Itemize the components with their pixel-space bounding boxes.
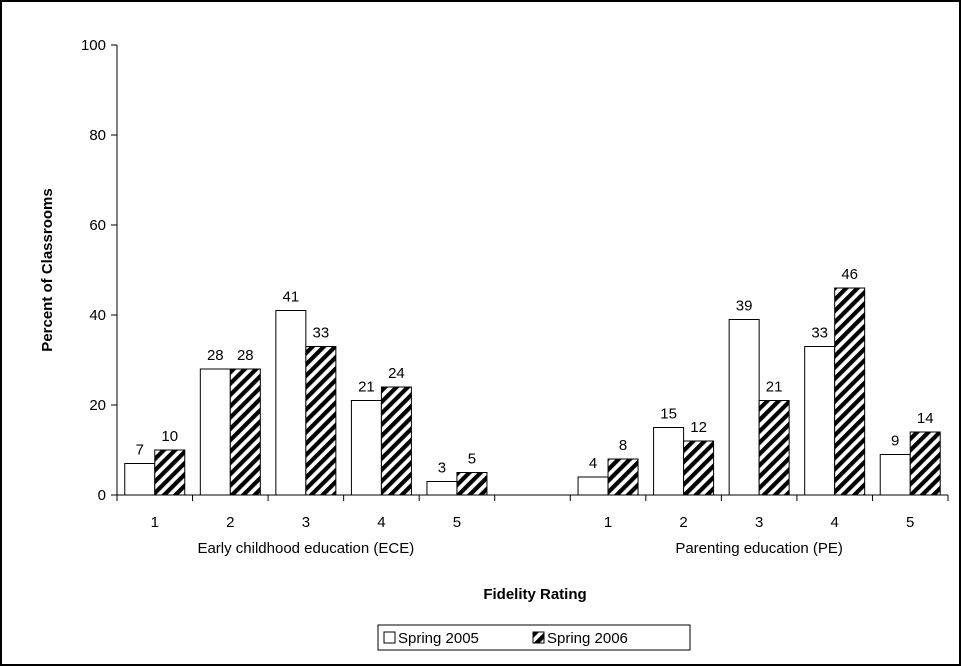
data-label: 9 <box>891 433 899 450</box>
bars <box>124 287 941 496</box>
data-label: 8 <box>619 437 627 454</box>
bar <box>229 368 261 496</box>
bar <box>350 400 382 496</box>
data-label: 21 <box>766 379 783 396</box>
y-tick-label: 60 <box>89 217 106 234</box>
data-label: 24 <box>388 365 405 382</box>
bar <box>728 319 760 496</box>
x-group-label: Parenting education (PE) <box>675 540 843 557</box>
bar <box>909 431 941 496</box>
bar <box>456 472 488 496</box>
x-category-label: 2 <box>679 514 687 531</box>
bar <box>607 458 639 496</box>
group-labels: Early childhood education (ECE) Parenting… <box>197 540 842 557</box>
bar <box>804 346 836 496</box>
y-tick-label: 0 <box>98 487 106 504</box>
data-label: 33 <box>313 325 330 342</box>
bar <box>683 440 715 496</box>
data-label: 46 <box>841 266 858 283</box>
data-label: 28 <box>207 347 224 364</box>
bar <box>577 476 609 496</box>
data-label: 28 <box>237 347 254 364</box>
y-axis-title: Percent of Classrooms <box>39 188 56 351</box>
data-label: 4 <box>589 455 597 472</box>
x-category-label: 4 <box>377 514 385 531</box>
bar <box>199 368 231 496</box>
bar <box>653 427 685 496</box>
x-category-label: 1 <box>604 514 612 531</box>
legend: Spring 2005 Spring 2006 <box>377 624 691 651</box>
bar <box>380 386 412 496</box>
legend-swatch-spring-2005 <box>383 631 396 644</box>
data-label: 10 <box>161 428 178 445</box>
data-label: 5 <box>468 451 476 468</box>
x-category-label: 2 <box>226 514 234 531</box>
bar <box>305 346 337 496</box>
x-category-label: 3 <box>755 514 763 531</box>
data-label: 21 <box>358 379 375 396</box>
category-labels: 1 2 3 4 5 1 2 3 4 5 <box>151 514 915 531</box>
y-axis: 0 20 40 60 80 100 <box>81 37 118 504</box>
data-labels: 7 10 28 28 41 33 21 24 3 5 4 8 15 12 39 21 33 46 9 14 <box>136 266 934 477</box>
legend-label-spring-2006: Spring 2006 <box>547 630 628 647</box>
y-tick-label: 80 <box>89 127 106 144</box>
bar <box>154 449 186 496</box>
y-tick-label: 40 <box>89 307 106 324</box>
bar <box>834 287 866 496</box>
data-label: 39 <box>736 298 753 315</box>
bar <box>879 454 911 496</box>
x-group-label: Early childhood education (ECE) <box>197 540 414 557</box>
x-axis-title: Fidelity Rating <box>483 586 586 603</box>
legend-label-spring-2005: Spring 2005 <box>398 630 479 647</box>
x-category-label: 5 <box>906 514 914 531</box>
x-category-label: 1 <box>151 514 159 531</box>
data-label: 12 <box>690 419 707 436</box>
data-label: 14 <box>917 410 934 427</box>
bar <box>758 400 790 496</box>
legend-swatch-spring-2006 <box>532 631 545 644</box>
x-category-label: 4 <box>831 514 839 531</box>
x-category-label: 3 <box>302 514 310 531</box>
bar <box>124 463 156 496</box>
bar <box>426 481 458 496</box>
y-tick-label: 100 <box>81 37 106 54</box>
data-label: 15 <box>660 406 677 423</box>
x-category-label: 5 <box>453 514 461 531</box>
y-tick-label: 20 <box>89 397 106 414</box>
data-label: 7 <box>136 442 144 459</box>
data-label: 41 <box>283 289 300 306</box>
data-label: 3 <box>438 460 446 477</box>
bar <box>275 310 307 496</box>
data-label: 33 <box>811 325 828 342</box>
